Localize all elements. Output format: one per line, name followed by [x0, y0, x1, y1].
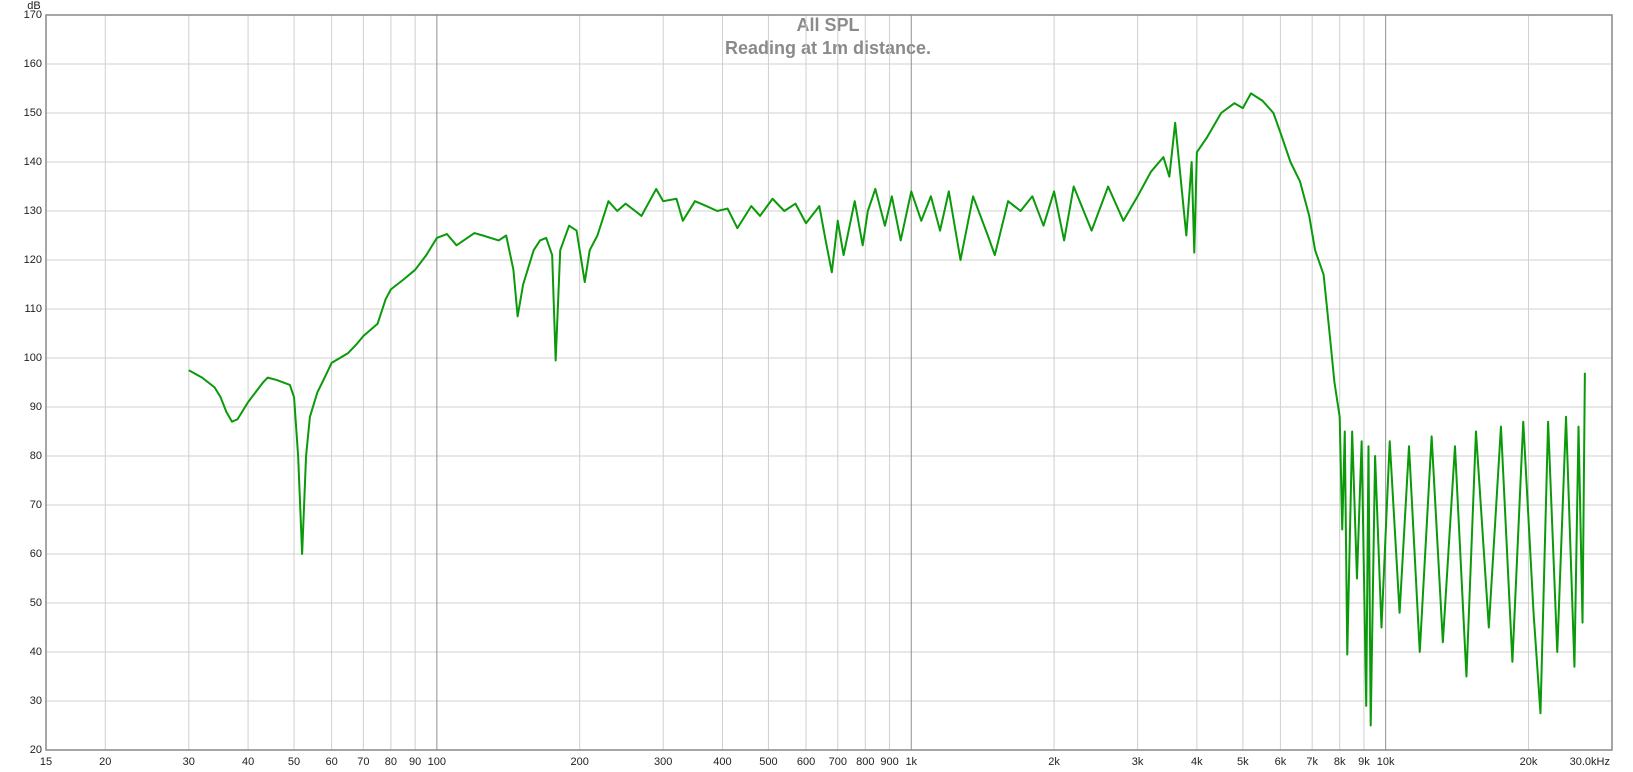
x-tick-label: 500 — [759, 756, 777, 768]
x-tick-label: 4k — [1191, 756, 1203, 768]
y-tick-label: 160 — [24, 58, 42, 70]
y-tick-label: 150 — [24, 107, 42, 119]
data-line — [188, 92, 1586, 727]
x-tick-label: 30.0kHz — [1570, 756, 1610, 768]
x-tick-label: 15 — [40, 756, 52, 768]
x-tick-label: 70 — [357, 756, 369, 768]
chart-title: All SPL — [796, 15, 859, 35]
x-tick-label: 30 — [183, 756, 195, 768]
y-tick-label: 90 — [30, 401, 42, 413]
x-tick-label: 3k — [1132, 756, 1144, 768]
x-tick-label: 100 — [428, 756, 446, 768]
x-tick-label: 2k — [1048, 756, 1060, 768]
x-tick-label: 1k — [905, 756, 917, 768]
chart-subtitle: Reading at 1m distance. — [725, 38, 931, 58]
y-tick-label: 50 — [30, 597, 42, 609]
y-tick-label: 30 — [30, 695, 42, 707]
x-tick-label: 800 — [856, 756, 874, 768]
x-tick-label: 20k — [1520, 756, 1538, 768]
x-tick-label: 200 — [570, 756, 588, 768]
y-tick-label: 100 — [24, 352, 42, 364]
x-tick-label: 10k — [1377, 756, 1395, 768]
y-axis-label: dB — [27, 0, 40, 12]
y-tick-label: 130 — [24, 205, 42, 217]
x-tick-label: 300 — [654, 756, 672, 768]
plot-border — [45, 14, 1613, 751]
x-tick-label: 80 — [385, 756, 397, 768]
y-tick-label: 80 — [30, 450, 42, 462]
y-tick-label: 110 — [24, 303, 42, 315]
x-tick-label: 6k — [1275, 756, 1287, 768]
x-tick-label: 20 — [99, 756, 111, 768]
x-tick-label: 400 — [713, 756, 731, 768]
x-tick-label: 8k — [1334, 756, 1346, 768]
y-tick-label: 70 — [30, 499, 42, 511]
y-tick-label: 60 — [30, 548, 42, 560]
x-tick-label: 5k — [1237, 756, 1249, 768]
x-tick-label: 50 — [288, 756, 300, 768]
y-tick-label: 40 — [30, 646, 42, 658]
y-tick-label: 170 — [24, 9, 42, 21]
x-tick-label: 90 — [409, 756, 421, 768]
x-tick-label: 600 — [797, 756, 815, 768]
y-tick-label: 140 — [24, 156, 42, 168]
x-tick-label: 7k — [1306, 756, 1318, 768]
y-tick-label: 120 — [24, 254, 42, 266]
x-tick-label: 700 — [829, 756, 847, 768]
x-tick-label: 60 — [325, 756, 337, 768]
x-tick-label: 9k — [1358, 756, 1370, 768]
y-tick-label: 20 — [30, 744, 42, 756]
x-tick-label: 40 — [242, 756, 254, 768]
x-tick-label: 900 — [880, 756, 898, 768]
